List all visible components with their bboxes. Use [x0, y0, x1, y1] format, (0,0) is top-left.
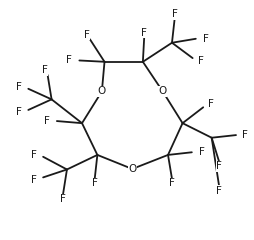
Text: F: F	[31, 150, 37, 160]
Text: F: F	[216, 161, 222, 171]
Text: F: F	[242, 130, 248, 140]
Text: F: F	[16, 82, 22, 92]
Text: F: F	[198, 56, 203, 66]
Text: F: F	[42, 65, 48, 75]
Text: F: F	[66, 55, 72, 66]
Text: F: F	[92, 179, 98, 188]
Text: F: F	[172, 9, 178, 19]
Text: F: F	[208, 99, 214, 109]
Text: F: F	[169, 179, 175, 188]
Text: O: O	[128, 164, 136, 174]
Text: F: F	[31, 174, 37, 185]
Text: F: F	[44, 116, 50, 126]
Text: O: O	[158, 86, 167, 96]
Text: F: F	[84, 30, 89, 40]
Text: F: F	[203, 34, 209, 44]
Text: F: F	[141, 28, 147, 38]
Text: F: F	[16, 107, 22, 117]
Text: F: F	[216, 186, 222, 196]
Text: F: F	[60, 194, 66, 204]
Text: O: O	[98, 86, 106, 96]
Text: F: F	[199, 147, 204, 157]
